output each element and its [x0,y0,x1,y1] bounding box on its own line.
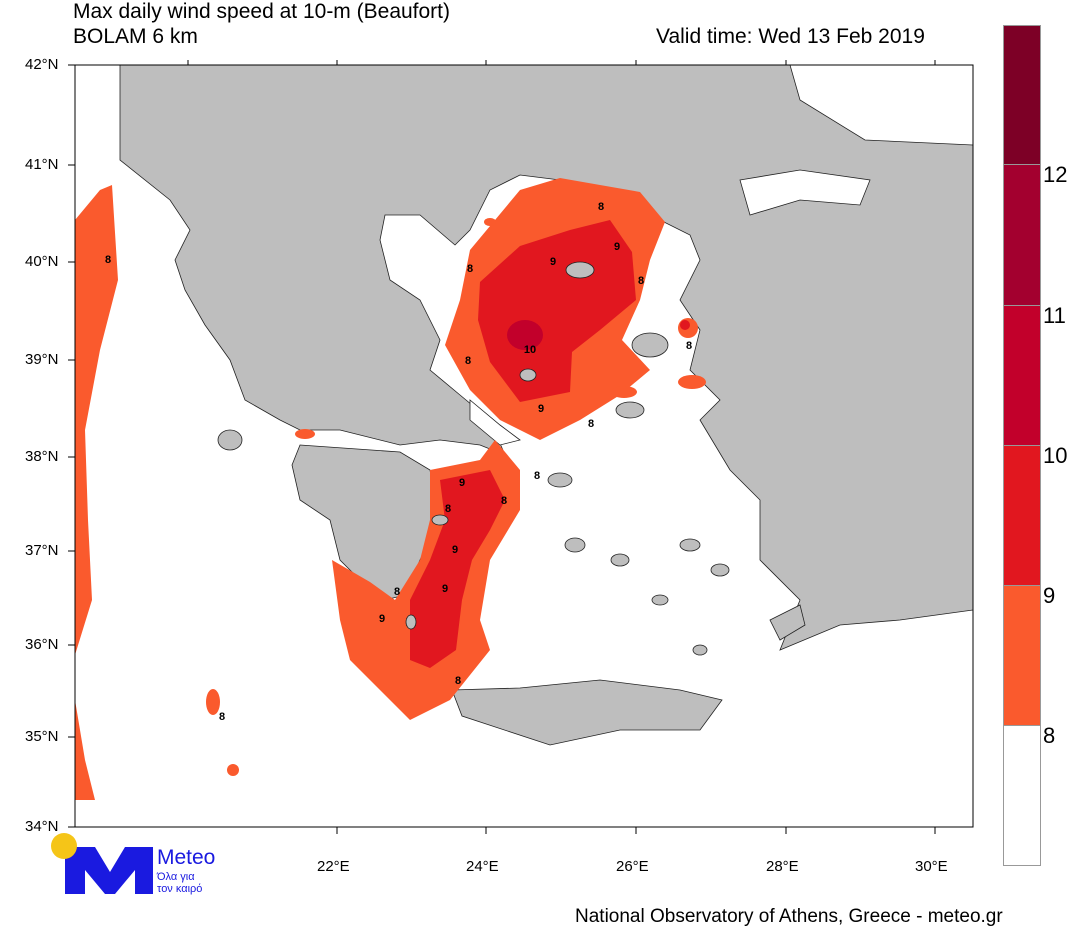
contour-label: 8 [588,418,594,430]
sea-marmara [739,169,871,216]
contour-label: 9 [550,256,556,268]
contour-label: 8 [501,495,507,507]
contour-label: 8 [455,675,461,687]
contour-label: 9 [538,403,544,415]
lon-label: 24°E [466,858,499,875]
colorbar-11-12 [1003,164,1041,306]
lon-label: 26°E [616,858,649,875]
contour-label: 8 [219,711,225,723]
contour-label: 9 [459,477,465,489]
lon-label: 22°E [317,858,350,875]
colorbar-10-11 [1003,305,1041,446]
contour-label: 8 [467,263,473,275]
colorbar-lt8 [1003,725,1041,866]
colorbar-label: 12 [1043,162,1068,187]
lat-label: 37°N [25,542,59,559]
model-label: BOLAM 6 km [73,25,198,48]
contour-label: 9 [442,583,448,595]
valid-time: Valid time: Wed 13 Feb 2019 [656,25,925,48]
contour-label: 9 [614,241,620,253]
colorbar-gt12 [1003,25,1041,165]
lat-label: 36°N [25,636,59,653]
lat-label: 34°N [25,818,59,835]
contour-label: 8 [638,275,644,287]
contour-label: 8 [598,201,604,213]
lon-label: 28°E [766,858,799,875]
wind-9-10 [410,220,690,668]
land-overlay-islands [405,261,595,630]
wind-10-11 [507,320,543,350]
contour-label: 9 [379,613,385,625]
contour-label: 10 [524,344,536,356]
contour-label: 8 [394,586,400,598]
lat-label: 42°N [25,56,59,73]
land-euboea [469,399,521,446]
lat-label: 38°N [25,448,59,465]
colorbar-8-9 [1003,585,1041,726]
meteo-logo: Meteo Όλα για τον καιρό [50,832,240,896]
lat-label: 40°N [25,253,59,270]
contour-label: 8 [465,355,471,367]
map-title: Max daily wind speed at 10-m (Beaufort) [73,0,451,23]
land-crete [451,679,723,746]
colorbar-label: 8 [1043,723,1056,748]
lat-label: 35°N [25,728,59,745]
islands [217,332,730,656]
contour-label: 8 [686,340,692,352]
logo-tagline: τον καιρό [157,883,203,895]
footer-credit: National Observatory of Athens, Greece -… [575,906,1003,927]
lon-label: 30°E [915,858,948,875]
colorbar-label: 9 [1043,583,1056,608]
colorbar-label: 10 [1043,443,1068,468]
map-frame [74,64,974,828]
contour-label: 8 [534,470,540,482]
logo-name: Meteo [157,846,216,869]
contour-label: 8 [105,254,111,266]
logo-tagline: Όλα για [157,871,195,883]
lat-label: 39°N [25,351,59,368]
contour-label: 9 [452,544,458,556]
contour-label: 8 [445,503,451,515]
colorbar-9-10 [1003,445,1041,586]
lat-label: 41°N [25,156,59,173]
colorbar-label: 11 [1043,303,1066,328]
land-rhodes [769,604,806,641]
